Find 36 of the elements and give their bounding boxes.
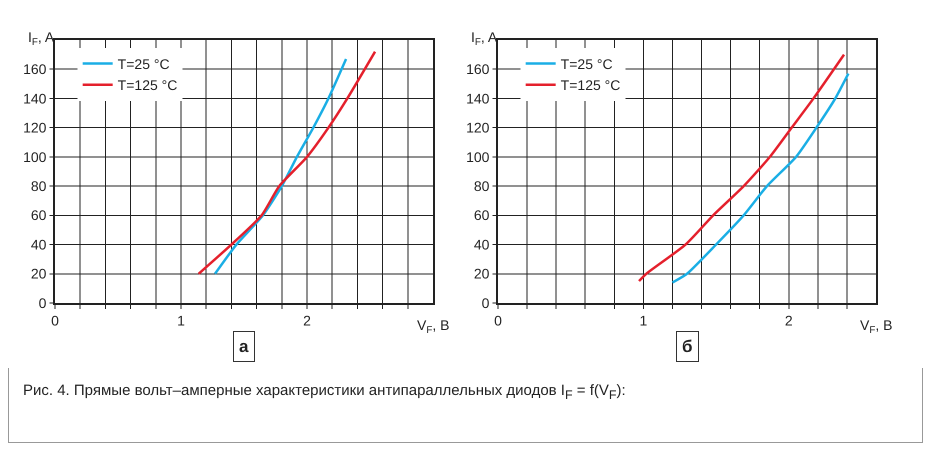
y-tick-label: 40 xyxy=(30,236,47,252)
x-axis-title: V$_{F}$, B xyxy=(860,317,892,336)
y-tick-label: 160 xyxy=(466,61,490,78)
y-tick-label: 60 xyxy=(30,207,47,224)
line-series xyxy=(197,50,376,276)
y-tick-label: 40 xyxy=(474,236,490,252)
y-tick-label: 100 xyxy=(23,148,47,165)
x-axis-title: V$_{F}$, B xyxy=(417,317,450,336)
y-tick-label: 120 xyxy=(466,120,490,136)
x-tick-label: 0 xyxy=(494,312,502,329)
y-tick-label: 0 xyxy=(38,294,47,311)
legend-label: T=25 °C xyxy=(118,56,170,72)
y-tick-label: 140 xyxy=(466,90,490,106)
x-tick-label: 1 xyxy=(639,312,648,329)
y-tick-label: 100 xyxy=(466,148,490,165)
x-tick-label: 1 xyxy=(177,312,186,329)
y-tick-label: 20 xyxy=(474,266,490,282)
x-tick-label: 0 xyxy=(51,312,60,329)
y-tick-label: 0 xyxy=(482,294,490,311)
y-tick-label: 160 xyxy=(23,61,47,78)
text: а xyxy=(239,337,249,356)
x-tick-label: 2 xyxy=(784,312,793,329)
y-tick-label: 80 xyxy=(30,178,47,194)
text: Рис. 4. Прямые вольт–амперные характеристики антипараллельных диодов I$_{F}$ = f(V$_{F}$): xyxy=(23,382,627,402)
legend-label: T=25 °C xyxy=(560,56,613,72)
x-tick-label: 2 xyxy=(303,312,312,329)
y-tick-label: 120 xyxy=(23,120,47,136)
legend-label: T=125 °C xyxy=(118,77,178,94)
y-tick-label: 140 xyxy=(23,90,47,106)
y-tick-label: 80 xyxy=(474,178,490,194)
legend-label: T=125 °C xyxy=(560,77,620,94)
y-tick-label: 60 xyxy=(474,207,490,224)
line-series xyxy=(671,72,850,284)
line-series xyxy=(638,53,846,282)
y-tick-label: 20 xyxy=(30,266,47,282)
text: б xyxy=(682,337,693,356)
